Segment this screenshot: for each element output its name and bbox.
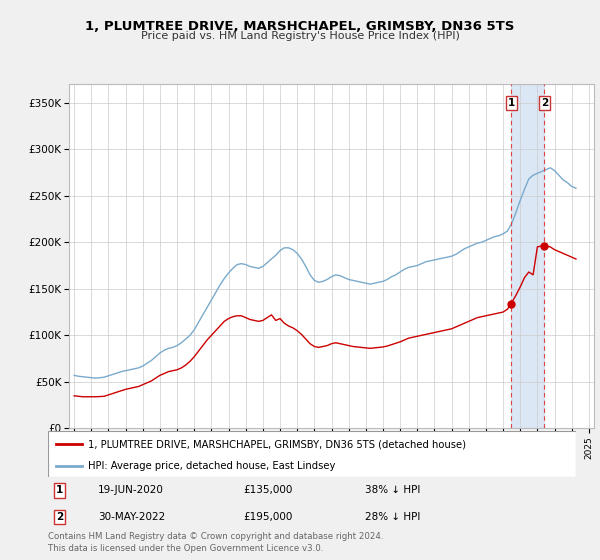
Text: Contains HM Land Registry data © Crown copyright and database right 2024.
This d: Contains HM Land Registry data © Crown c… xyxy=(48,532,383,553)
Text: Price paid vs. HM Land Registry's House Price Index (HPI): Price paid vs. HM Land Registry's House … xyxy=(140,31,460,41)
Text: 1, PLUMTREE DRIVE, MARSHCHAPEL, GRIMSBY, DN36 5TS (detached house): 1, PLUMTREE DRIVE, MARSHCHAPEL, GRIMSBY,… xyxy=(88,439,466,449)
Text: 19-JUN-2020: 19-JUN-2020 xyxy=(98,486,164,496)
Bar xyxy=(511,84,544,428)
Text: 38% ↓ HPI: 38% ↓ HPI xyxy=(365,486,420,496)
Text: 2: 2 xyxy=(56,512,63,522)
Text: £135,000: £135,000 xyxy=(244,486,293,496)
Text: 30-MAY-2022: 30-MAY-2022 xyxy=(98,512,166,522)
Text: HPI: Average price, detached house, East Lindsey: HPI: Average price, detached house, East… xyxy=(88,461,335,470)
Text: £195,000: £195,000 xyxy=(244,512,293,522)
Text: 1: 1 xyxy=(56,486,63,496)
Text: 1: 1 xyxy=(508,98,515,108)
Text: 28% ↓ HPI: 28% ↓ HPI xyxy=(365,512,420,522)
Text: 2: 2 xyxy=(541,98,548,108)
Text: 1, PLUMTREE DRIVE, MARSHCHAPEL, GRIMSBY, DN36 5TS: 1, PLUMTREE DRIVE, MARSHCHAPEL, GRIMSBY,… xyxy=(85,20,515,32)
